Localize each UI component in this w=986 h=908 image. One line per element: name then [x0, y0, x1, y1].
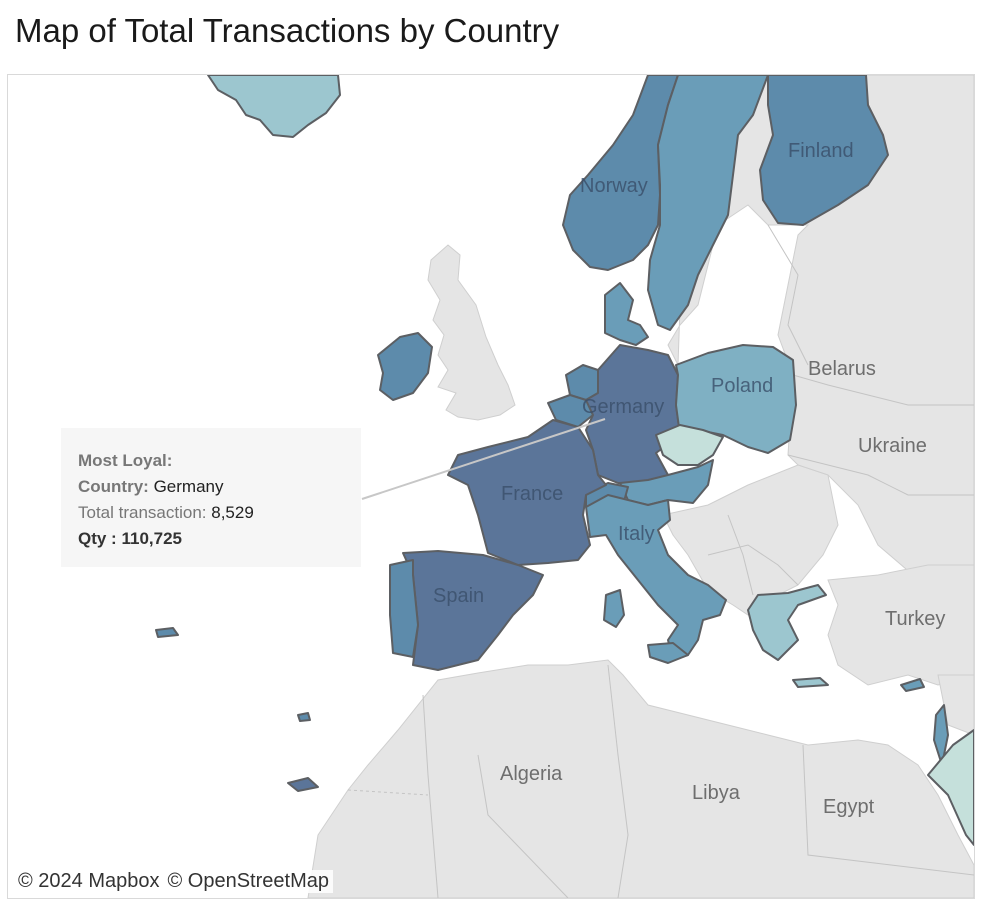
annotation-tooltip: Most Loyal: Country: Germany Total trans… — [61, 428, 361, 567]
label-belarus: Belarus — [808, 358, 876, 380]
highlighted-countries[interactable] — [155, 75, 974, 846]
country-sweden[interactable] — [647, 75, 769, 331]
country-spain-canary-islands[interactable] — [287, 777, 319, 792]
country-italy[interactable] — [585, 494, 727, 661]
country-italy-sicily[interactable] — [647, 642, 689, 664]
label-libya: Libya — [692, 782, 741, 804]
map-attribution: © 2024 Mapbox © OpenStreetMap — [14, 870, 333, 893]
osm-attribution-link[interactable]: © OpenStreetMap — [167, 870, 329, 892]
country-labels: Finland Norway Poland Belarus Germany Uk… — [433, 140, 945, 818]
label-finland: Finland — [788, 140, 854, 162]
label-ukraine: Ukraine — [858, 435, 927, 457]
tooltip-transaction-value: 8,529 — [211, 503, 254, 522]
land-turkey — [827, 564, 974, 686]
label-egypt: Egypt — [823, 796, 875, 818]
country-ireland[interactable] — [377, 332, 433, 401]
label-france: France — [501, 483, 563, 505]
label-poland: Poland — [711, 375, 773, 397]
country-italy-sardinia[interactable] — [603, 589, 625, 628]
country-israel[interactable] — [933, 704, 949, 766]
country-greece[interactable] — [747, 584, 827, 661]
tooltip-transaction-label: Total transaction: — [78, 503, 207, 522]
country-cyprus[interactable] — [900, 678, 925, 692]
country-portugal-madeira[interactable] — [297, 712, 311, 722]
tooltip-transaction-row: Total transaction: 8,529 — [78, 500, 344, 526]
label-italy: Italy — [618, 523, 655, 545]
tooltip-heading-text: Most Loyal: — [78, 451, 173, 470]
map-view[interactable]: Finland Norway Poland Belarus Germany Uk… — [7, 74, 975, 899]
country-portugal[interactable] — [389, 559, 419, 658]
map-canvas[interactable]: Finland Norway Poland Belarus Germany Uk… — [8, 75, 974, 898]
country-iceland[interactable] — [207, 75, 341, 138]
tooltip-leader-line — [361, 418, 606, 500]
label-norway: Norway — [580, 175, 648, 197]
country-denmark[interactable] — [604, 282, 649, 346]
country-greece-crete[interactable] — [792, 677, 829, 688]
tooltip-country-row: Country: Germany — [78, 474, 344, 500]
land-eastern-europe — [667, 75, 974, 576]
tooltip-qty-value: 110,725 — [121, 529, 182, 548]
mapbox-attribution-link[interactable]: © 2024 Mapbox — [18, 870, 160, 892]
tooltip-country-value: Germany — [153, 477, 224, 496]
label-germany: Germany — [582, 396, 664, 418]
tooltip-qty-label: Qty : — [78, 529, 117, 548]
country-finland[interactable] — [759, 75, 889, 226]
label-algeria: Algeria — [500, 763, 563, 785]
tooltip-heading: Most Loyal: — [78, 448, 344, 474]
country-saudi-arabia[interactable] — [927, 729, 974, 846]
country-czech-republic[interactable] — [655, 424, 724, 466]
tooltip-country-label: Country: — [78, 477, 149, 496]
label-turkey: Turkey — [885, 608, 945, 630]
tooltip-qty-row: Qty : 110,725 — [78, 526, 344, 552]
country-portugal-azores[interactable] — [155, 627, 179, 638]
country-borders — [347, 224, 974, 898]
country-poland[interactable] — [675, 344, 797, 454]
page-title: Map of Total Transactions by Country — [15, 12, 560, 49]
label-spain: Spain — [433, 585, 484, 607]
land-great-britain — [427, 244, 516, 421]
